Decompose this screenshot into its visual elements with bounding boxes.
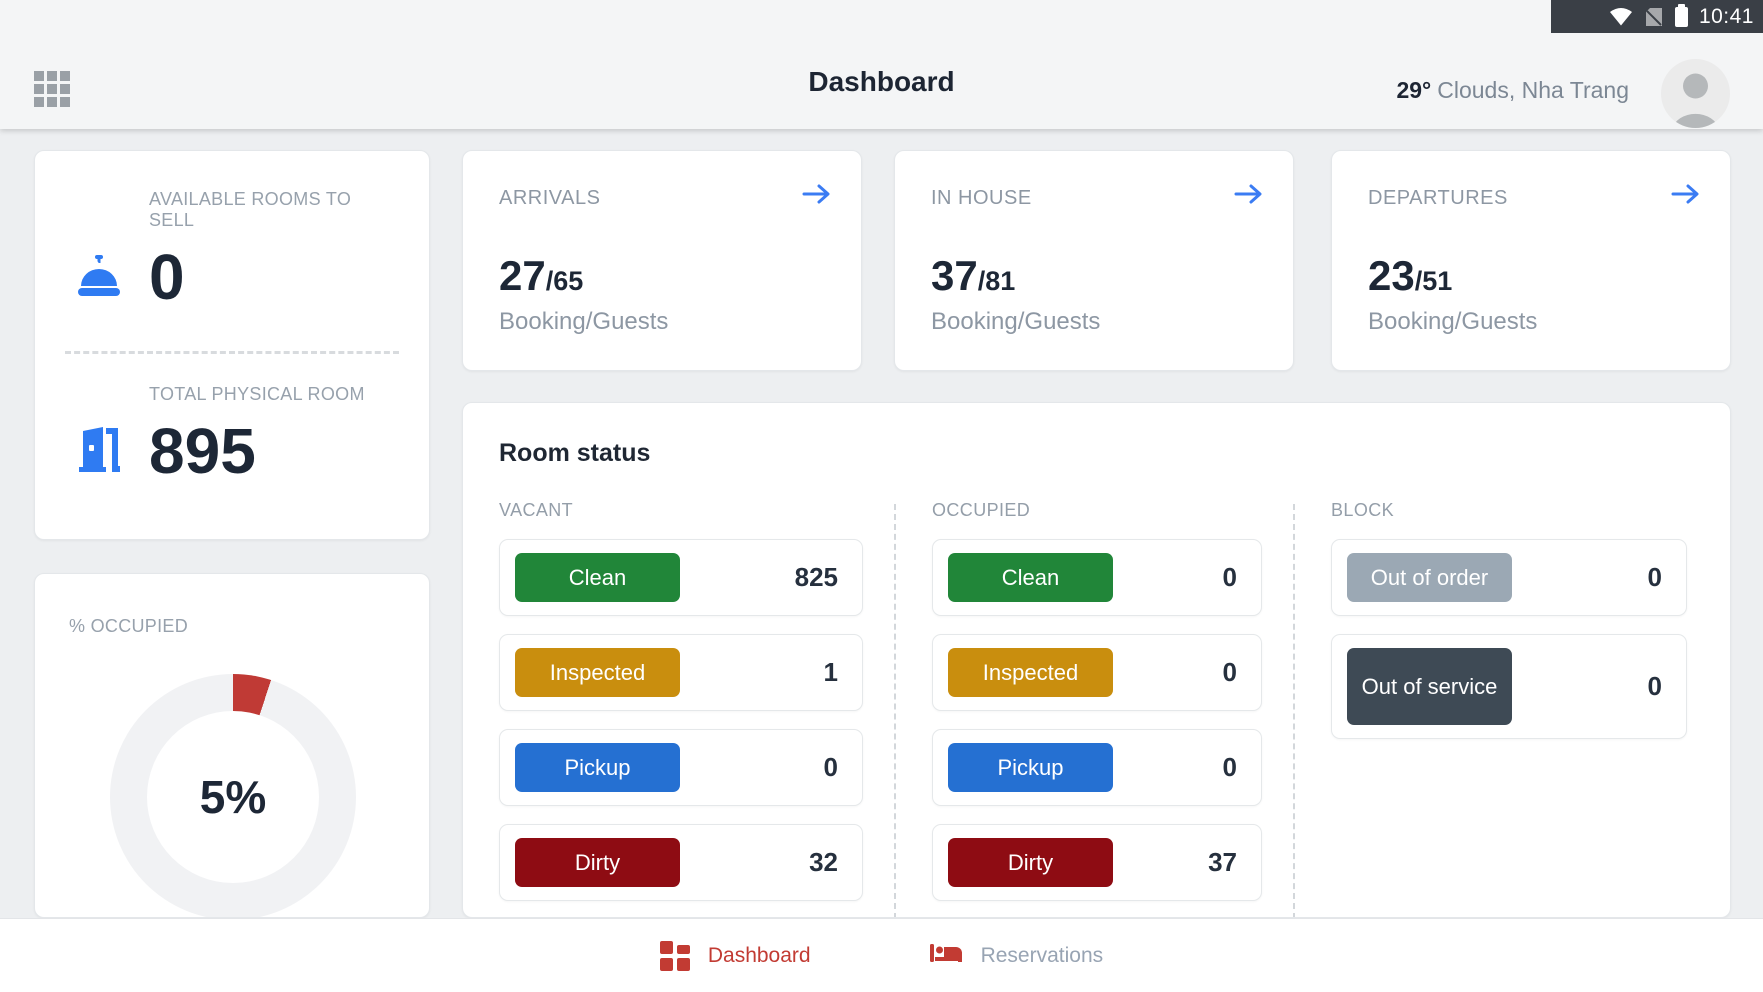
room-count: 0 — [823, 752, 838, 782]
bed-icon — [929, 940, 963, 972]
room-status-title: Room status — [499, 439, 651, 467]
occupied-percent: 5% — [199, 771, 267, 823]
room-status-row-occupied-clean[interactable]: Clean 0 — [932, 539, 1262, 616]
in-house-caption: Booking/Guests — [931, 308, 1101, 335]
occupied-card: % OCCUPIED 5% — [34, 573, 430, 918]
nav-item-dashboard[interactable]: Dashboard — [659, 940, 811, 971]
room-status-row-occupied-pickup[interactable]: Pickup 0 — [932, 729, 1262, 806]
block-header: BLOCK — [1331, 500, 1395, 520]
room-count: 1 — [823, 657, 838, 687]
room-status-row-out-of-service[interactable]: Out of service 0 — [1331, 634, 1687, 739]
in-house-value: 37 — [931, 252, 978, 299]
room-count: 0 — [1647, 671, 1662, 701]
room-status-row-vacant-dirty[interactable]: Dirty 32 — [499, 824, 863, 901]
service-bell-icon — [75, 255, 123, 299]
nav-label: Dashboard — [707, 943, 811, 967]
total-rooms-value: 895 — [149, 415, 256, 487]
divider — [65, 351, 399, 354]
status-badge: Pickup — [948, 743, 1113, 792]
departures-total: /51 — [1414, 266, 1453, 296]
app-header: Dashboard 29° Clouds, Nha Trang — [0, 0, 1763, 129]
total-rooms-label: TOTAL PHYSICAL ROOM — [149, 384, 365, 404]
room-count: 0 — [1222, 562, 1237, 592]
room-status-row-occupied-inspected[interactable]: Inspected 0 — [932, 634, 1262, 711]
nav-item-reservations[interactable]: Reservations — [929, 940, 1104, 972]
available-rooms-value: 0 — [149, 241, 185, 313]
status-badge: Inspected — [948, 648, 1113, 697]
battery-icon — [1674, 3, 1688, 27]
departures-value: 23 — [1368, 252, 1415, 299]
room-status-row-vacant-pickup[interactable]: Pickup 0 — [499, 729, 863, 806]
vacant-column: VACANT Clean 825 Inspected 1 Pickup 0 Di… — [499, 500, 863, 917]
room-count: 0 — [1222, 657, 1237, 687]
page-title: Dashboard — [808, 66, 955, 97]
door-icon — [75, 427, 123, 475]
in-house-label: IN HOUSE — [931, 187, 1032, 209]
occupied-header: OCCUPIED — [932, 500, 1031, 520]
departures-label: DEPARTURES — [1368, 187, 1508, 209]
divider — [894, 504, 896, 917]
divider — [1293, 504, 1295, 917]
bottom-navigation: Dashboard Reservations — [0, 918, 1763, 992]
clock: 10:41 — [1698, 4, 1754, 28]
no-sim-icon — [1645, 7, 1662, 26]
room-status-row-vacant-inspected[interactable]: Inspected 1 — [499, 634, 863, 711]
status-badge: Out of service — [1347, 648, 1512, 725]
person-icon — [1672, 73, 1719, 128]
status-badge: Pickup — [515, 743, 680, 792]
departures-caption: Booking/Guests — [1368, 308, 1538, 335]
available-rooms-section: AVAILABLE ROOMS TO SELL 0 — [35, 151, 429, 309]
occupied-column: OCCUPIED Clean 0 Inspected 0 Pickup 0 Di… — [932, 500, 1262, 917]
status-badge: Dirty — [515, 838, 680, 887]
occupied-donut-chart: 5% — [110, 674, 356, 917]
arrivals-label: ARRIVALS — [499, 187, 601, 209]
status-badge: Clean — [948, 553, 1113, 602]
weather-info: 29° Clouds, Nha Trang — [1396, 77, 1629, 104]
in-house-card[interactable]: IN HOUSE 37/81 Booking/Guests — [894, 150, 1294, 371]
departures-card[interactable]: DEPARTURES 23/51 Booking/Guests — [1331, 150, 1731, 371]
arrivals-card[interactable]: ARRIVALS 27/65 Booking/Guests — [462, 150, 862, 371]
occupied-label: % OCCUPIED — [69, 616, 189, 636]
block-column: BLOCK Out of order 0 Out of service 0 — [1331, 500, 1687, 917]
arrivals-caption: Booking/Guests — [499, 308, 669, 335]
room-count: 37 — [1208, 847, 1237, 877]
arrow-right-icon[interactable] — [1233, 183, 1263, 210]
room-status-row-occupied-dirty[interactable]: Dirty 37 — [932, 824, 1262, 901]
room-status-row-out-of-order[interactable]: Out of order 0 — [1331, 539, 1687, 616]
status-badge: Out of order — [1347, 553, 1512, 602]
available-rooms-label: AVAILABLE ROOMS TO SELL — [149, 189, 352, 230]
arrivals-value: 27 — [499, 252, 546, 299]
arrow-right-icon[interactable] — [1670, 183, 1700, 210]
room-status-card: Room status VACANT Clean 825 Inspected 1… — [462, 402, 1731, 918]
dashboard-icon — [659, 940, 690, 971]
status-bar: 10:41 — [1551, 0, 1763, 33]
status-badge: Clean — [515, 553, 680, 602]
status-badge: Inspected — [515, 648, 680, 697]
total-rooms-section: TOTAL PHYSICAL ROOM 895 — [35, 354, 429, 483]
room-count: 825 — [794, 562, 838, 592]
in-house-total: /81 — [977, 266, 1016, 296]
wifi-icon — [1609, 8, 1632, 26]
room-count: 0 — [1222, 752, 1237, 782]
rooms-summary-card: AVAILABLE ROOMS TO SELL 0 TOTAL PHYSICAL… — [34, 150, 430, 540]
nav-label: Reservations — [980, 943, 1104, 967]
arrow-right-icon[interactable] — [801, 183, 831, 210]
status-badge: Dirty — [948, 838, 1113, 887]
room-count: 32 — [809, 847, 838, 877]
weather-temp: 29° — [1396, 77, 1432, 103]
user-avatar[interactable] — [1661, 59, 1730, 128]
weather-location: Clouds, Nha Trang — [1437, 77, 1629, 103]
room-count: 0 — [1647, 562, 1662, 592]
room-status-row-vacant-clean[interactable]: Clean 825 — [499, 539, 863, 616]
app-menu-icon[interactable] — [34, 71, 70, 107]
arrivals-total: /65 — [545, 266, 584, 296]
vacant-header: VACANT — [499, 500, 574, 520]
